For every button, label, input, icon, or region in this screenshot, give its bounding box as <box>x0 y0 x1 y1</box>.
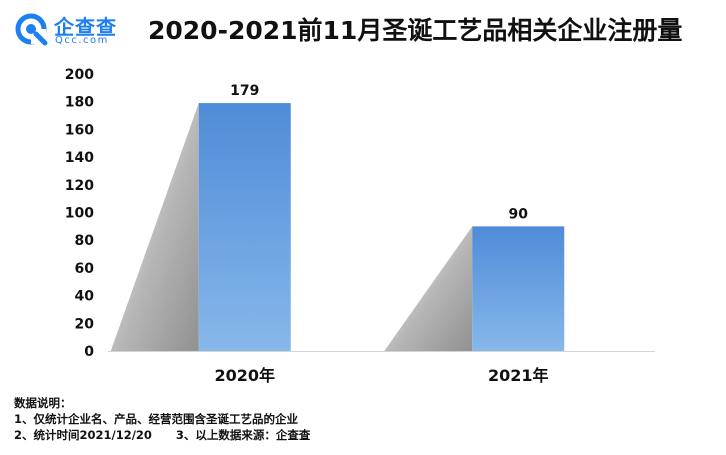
qcc-logo: 企查查 Qcc.com <box>14 10 134 50</box>
notes-line-1: 1、仅统计企业名、产品、经营范围含圣诞工艺品的企业 <box>14 412 298 426</box>
data-notes: 数据说明： 1、仅统计企业名、产品、经营范围含圣诞工艺品的企业 2、统计时间20… <box>14 395 310 443</box>
y-tick-label: 20 <box>75 316 95 332</box>
bar-shadow <box>110 103 199 352</box>
data-label: 90 <box>509 206 529 222</box>
x-tick-label: 2020年 <box>214 366 275 385</box>
notes-line-2b: 3、以上数据来源：企查查 <box>175 428 311 442</box>
y-tick-label: 180 <box>65 95 94 111</box>
chart-title: 2020-2021前11月圣诞工艺品相关企业注册量 <box>148 16 683 45</box>
y-tick-label: 120 <box>65 178 94 194</box>
logo-subtitle: Qcc.com <box>55 35 109 46</box>
y-tick-label: 80 <box>75 233 95 249</box>
logo-name: 企查查 <box>54 15 117 39</box>
data-label: 179 <box>230 83 259 99</box>
notes-heading: 数据说明： <box>14 396 72 410</box>
y-tick-label: 160 <box>65 122 94 138</box>
y-tick-label: 60 <box>75 261 95 277</box>
y-tick-label: 200 <box>65 67 94 83</box>
y-tick-label: 100 <box>65 206 94 222</box>
qcc-logo-icon <box>15 13 48 46</box>
bar-1 <box>198 103 291 352</box>
bar-shadow <box>384 226 473 351</box>
bar-2 <box>472 226 565 351</box>
notes-line-2: 2、统计时间2021/12/20 3、以上数据来源：企查查 <box>14 427 310 443</box>
y-tick-label: 140 <box>65 150 94 166</box>
y-tick-label: 40 <box>75 289 95 305</box>
notes-line-2a: 2、统计时间2021/12/20 <box>14 428 152 442</box>
x-tick-label: 2021年 <box>488 366 549 385</box>
y-tick-label: 0 <box>84 344 94 360</box>
